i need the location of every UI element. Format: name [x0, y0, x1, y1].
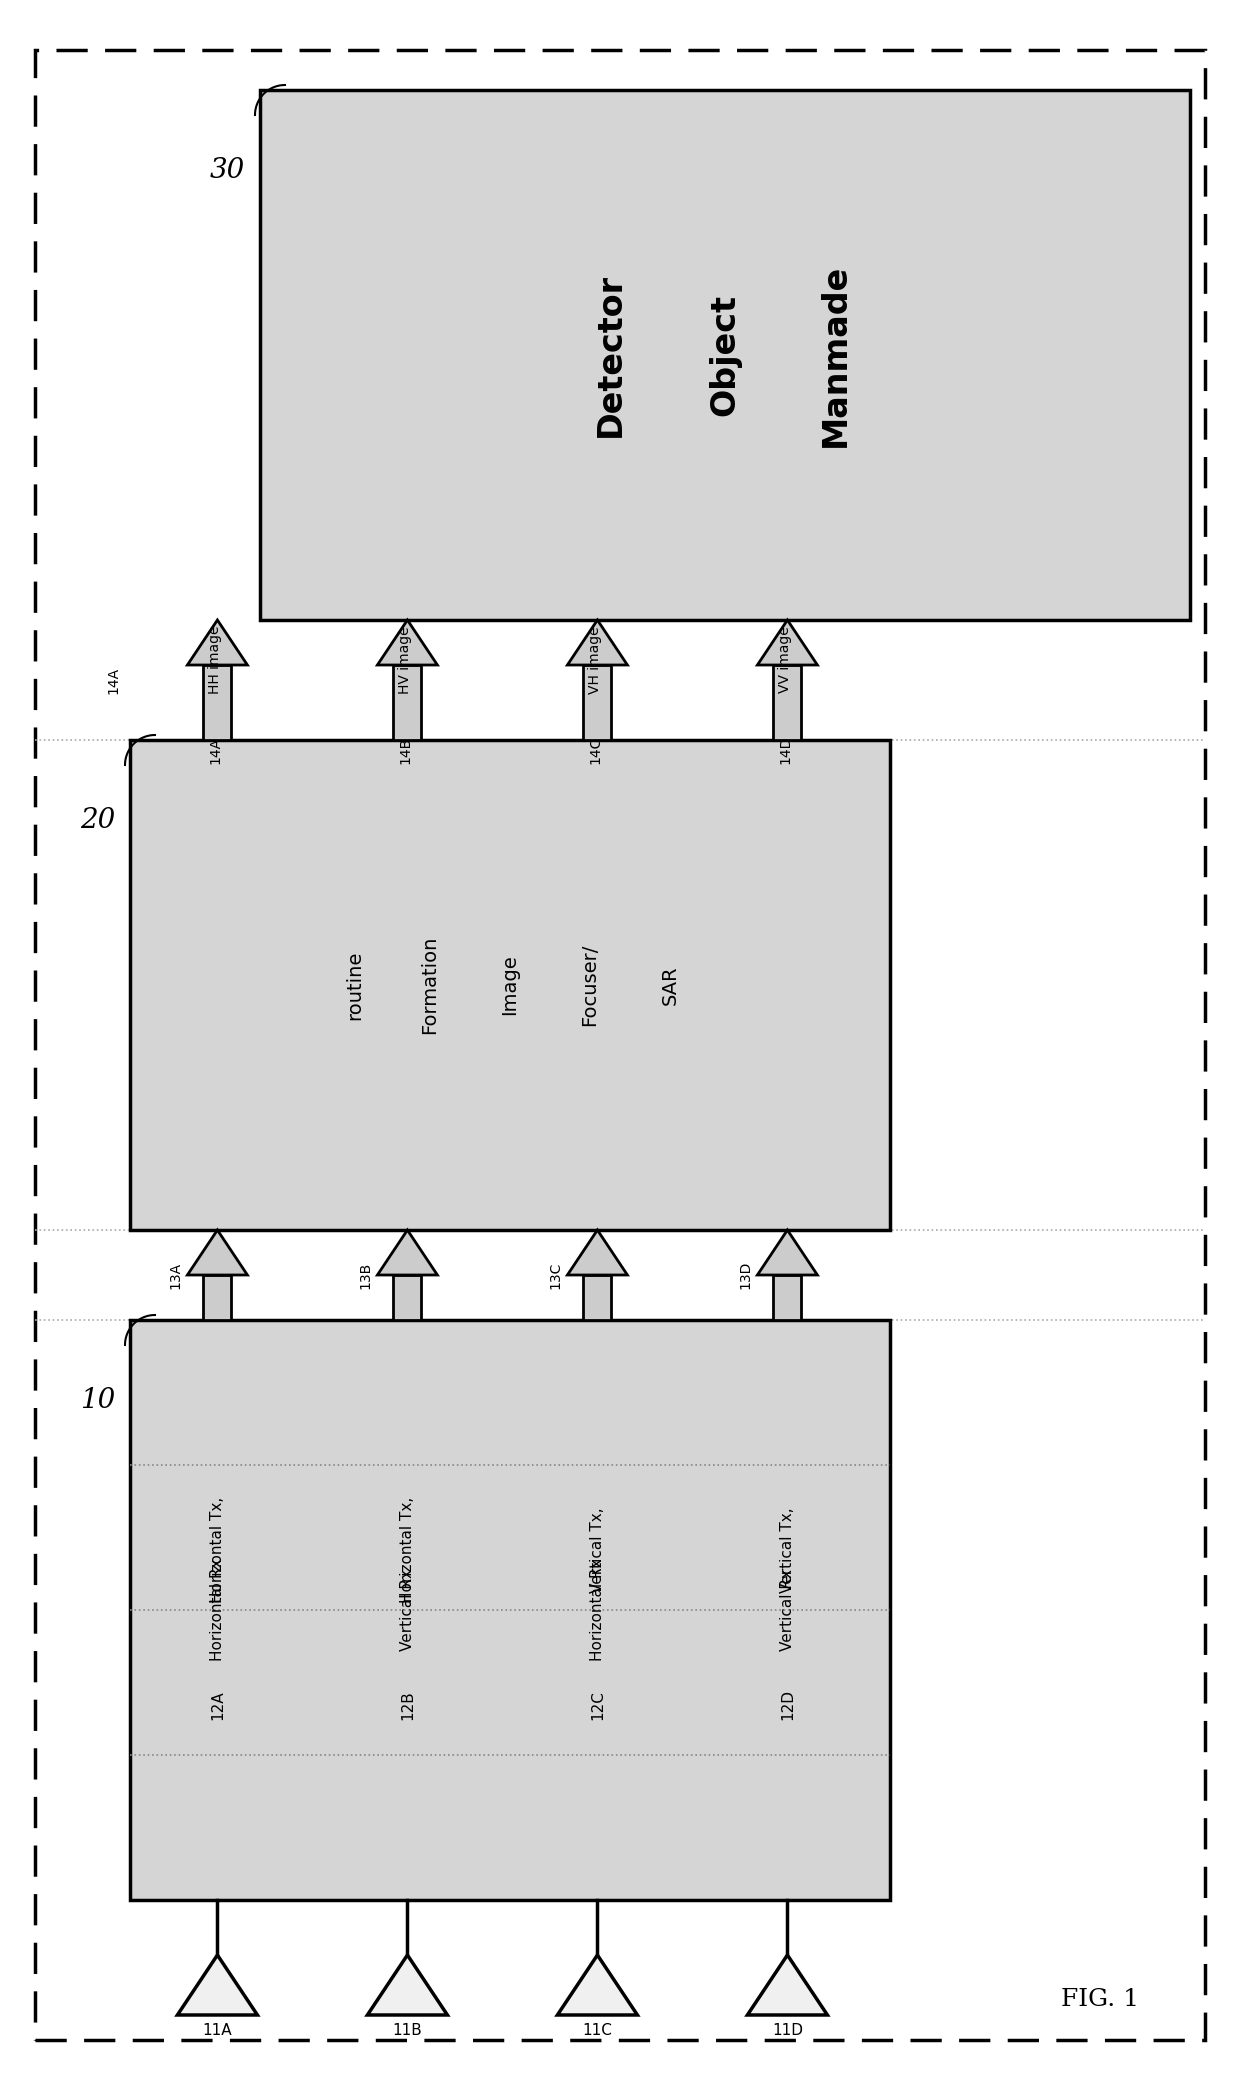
Polygon shape	[177, 1955, 258, 2016]
Text: VH image: VH image	[589, 626, 603, 693]
Bar	[774, 666, 801, 739]
Text: 12D: 12D	[780, 1690, 795, 1720]
Text: 13B: 13B	[358, 1262, 372, 1289]
Text: Vertical Rx: Vertical Rx	[780, 1569, 795, 1651]
Text: Manmade: Manmade	[818, 262, 852, 447]
Text: Horizontal Tx,: Horizontal Tx,	[210, 1497, 224, 1602]
Text: FIG. 1: FIG. 1	[1061, 1989, 1140, 2012]
Text: 14C: 14C	[589, 737, 603, 764]
Bar	[393, 666, 422, 739]
Bar	[260, 90, 1190, 620]
Text: 11A: 11A	[202, 2022, 232, 2037]
Text: Focuser/: Focuser/	[580, 943, 599, 1027]
Text: Horizontal Rx: Horizontal Rx	[210, 1558, 224, 1661]
Bar	[130, 739, 890, 1231]
Text: Horizontal Rx: Horizontal Rx	[590, 1558, 605, 1661]
Bar	[393, 1275, 422, 1321]
Text: 20: 20	[79, 806, 115, 834]
Text: 12A: 12A	[210, 1690, 224, 1720]
Text: Vertical Tx,: Vertical Tx,	[780, 1508, 795, 1592]
Text: 11D: 11D	[771, 2022, 804, 2037]
Text: Horizontal Tx,: Horizontal Tx,	[399, 1497, 415, 1602]
Text: 14D: 14D	[779, 735, 792, 764]
Polygon shape	[568, 620, 627, 666]
Text: 11C: 11C	[583, 2022, 613, 2037]
Bar	[203, 666, 232, 739]
Bar	[203, 1275, 232, 1321]
Polygon shape	[367, 1955, 448, 2016]
Polygon shape	[758, 1231, 817, 1275]
Text: 11B: 11B	[393, 2022, 423, 2037]
Text: 14A: 14A	[105, 666, 120, 693]
Text: 14B: 14B	[398, 737, 413, 764]
Text: 12B: 12B	[399, 1690, 415, 1720]
Text: 14A: 14A	[208, 737, 222, 764]
Text: 13A: 13A	[169, 1262, 182, 1289]
Polygon shape	[187, 620, 248, 666]
Text: 10: 10	[79, 1386, 115, 1413]
Polygon shape	[568, 1231, 627, 1275]
Text: HV image: HV image	[398, 626, 413, 693]
Text: 13C: 13C	[548, 1262, 563, 1289]
Bar	[583, 1275, 611, 1321]
Text: routine: routine	[346, 951, 365, 1021]
Text: HH image: HH image	[208, 626, 222, 695]
Polygon shape	[758, 620, 817, 666]
Polygon shape	[377, 620, 438, 666]
Text: Detector: Detector	[594, 273, 626, 437]
Polygon shape	[558, 1955, 637, 2016]
Bar	[774, 1275, 801, 1321]
Text: 13D: 13D	[738, 1260, 753, 1289]
Polygon shape	[748, 1955, 827, 2016]
Polygon shape	[377, 1231, 438, 1275]
Bar	[583, 666, 611, 739]
Text: Vertical Rx: Vertical Rx	[399, 1569, 415, 1651]
Text: 30: 30	[210, 158, 246, 183]
Text: Vertical Tx,: Vertical Tx,	[590, 1508, 605, 1592]
Text: Object: Object	[708, 294, 742, 416]
Bar	[130, 1321, 890, 1900]
Text: Formation: Formation	[420, 937, 439, 1033]
Text: Image: Image	[501, 956, 520, 1016]
Text: VV image: VV image	[779, 626, 792, 693]
Text: SAR: SAR	[661, 966, 680, 1004]
Text: 12C: 12C	[590, 1690, 605, 1720]
Polygon shape	[187, 1231, 248, 1275]
